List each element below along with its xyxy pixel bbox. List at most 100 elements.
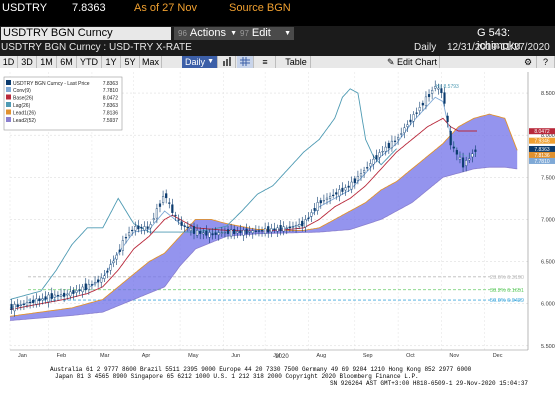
price-label-value: 7.9346 (534, 139, 550, 145)
chart-legend: USDTRY BGN Curncy - Last Price 7.8363 Co… (3, 76, 123, 131)
legend-entry-value: 7.7810 (103, 88, 119, 94)
price-candle-body (78, 289, 81, 291)
price-candle-body (230, 229, 233, 237)
price-label-tag (529, 145, 555, 152)
y-tick-label: 6.000 (541, 302, 555, 308)
x-tick-label: Jan (18, 353, 27, 359)
table-button[interactable]: Table (282, 56, 311, 68)
x-tick-label: Dec (493, 353, 503, 359)
bar-chart-icon[interactable] (219, 56, 236, 68)
edit-menu-button[interactable]: 97 Edit ▼ (236, 27, 294, 40)
x-axis-year: 2020 (275, 354, 289, 360)
y-tick-label: 7.500 (541, 175, 555, 181)
axis-layer: 5.500 6.000 6.500 7.000 7.500 8.000 8.500 Jan Fe… (10, 72, 555, 359)
price-candle-body (16, 304, 19, 307)
price-candle-body (301, 220, 304, 227)
price-candle-body (421, 102, 424, 106)
price-candle-body (437, 87, 440, 90)
footer-line-3: SN 926264 AST GMT+3:00 H818-6509-1 29-No… (330, 380, 529, 387)
legend-title: USDTRY BGN Curncy - Last Price (13, 81, 90, 87)
grid-toggle-icon[interactable] (237, 56, 254, 68)
legend-swatch-price (6, 80, 11, 85)
price-candle-body (288, 226, 291, 229)
price-candle-body (273, 228, 276, 231)
price-candle-body (56, 294, 60, 297)
range-button-6m[interactable]: 6M (57, 56, 77, 68)
price-candle-body (443, 92, 446, 104)
price-candle-body (412, 114, 415, 122)
price-candle-body (19, 304, 22, 307)
price-candle-body (202, 232, 205, 235)
price-candle-body (458, 156, 462, 160)
price-candle-body (455, 149, 458, 155)
price-candle-body (294, 225, 298, 228)
price-candle-body (282, 226, 285, 232)
price-candle-body (44, 296, 47, 300)
legend-entry-value: 7.8363 (103, 103, 119, 109)
price-candle-body (161, 196, 165, 203)
price-candle-body (452, 146, 455, 149)
more-tools-icon[interactable]: ≡ (255, 56, 276, 68)
price-candle-body (387, 142, 390, 149)
price-candle-body (137, 225, 140, 230)
price-candle-body (81, 286, 84, 293)
price-candle-body (214, 232, 217, 235)
actions-menu-button[interactable]: 96 Actions ▼ (174, 27, 240, 40)
price-candle-body (431, 90, 434, 94)
price-candle-body (446, 115, 449, 122)
price-candle-body (270, 228, 273, 233)
page-label: G 543: ichimoku (477, 27, 521, 52)
price-candle-body (211, 233, 214, 236)
y-tick-label: 8.000 (541, 133, 555, 139)
price-candle-body (248, 231, 251, 233)
range-button-5y[interactable]: 5Y (121, 56, 140, 68)
price-candle-body (90, 284, 94, 286)
range-button-max[interactable]: Max (140, 56, 162, 68)
price-candle-body (72, 289, 75, 294)
range-button-1m[interactable]: 1M (37, 56, 57, 68)
x-tick-label: Feb (57, 353, 66, 359)
legend-entry-name: Conv(9) (13, 88, 31, 94)
dropdown-arrow-icon: ▼ (230, 30, 237, 37)
footer: Australia 61 2 9777 8600 Brazil 5511 239… (0, 364, 555, 400)
price-candle-body (353, 178, 356, 184)
price-candle-body (471, 153, 474, 158)
range-button-1y[interactable]: 1Y (102, 56, 121, 68)
security-name-field[interactable]: USDTRY BGN Curncy (1, 27, 171, 40)
price-candle-body (66, 293, 69, 296)
price-candle-body (140, 226, 143, 229)
price-candle-body (112, 260, 115, 263)
price-candle-body (127, 232, 131, 236)
period-select[interactable]: Daily ▼ (182, 56, 218, 68)
price-candle-body (87, 283, 90, 291)
settings-icon[interactable]: ⚙ (520, 56, 537, 68)
price-candle-body (418, 107, 421, 111)
price-candle-body (276, 227, 279, 232)
price-candle-body (106, 270, 109, 273)
date-range[interactable]: 12/31/2019-11/27/2020 (447, 42, 550, 53)
price-candle-body (199, 231, 202, 234)
price-candle-body (131, 229, 134, 232)
range-button-1d[interactable]: 1D (0, 56, 18, 68)
legend-frame (3, 76, 123, 131)
price-candle-body (53, 294, 56, 298)
price-candle-body (400, 133, 403, 135)
legend-swatch (6, 117, 11, 122)
top-header: USDTRY 7.8363 As of 27 Nov Source BGN (0, 0, 555, 17)
price-candle-body (251, 230, 254, 234)
help-icon[interactable]: ? (537, 56, 555, 68)
price-candle-body (115, 254, 118, 260)
price-candle-body (465, 160, 468, 166)
range-button-ytd[interactable]: YTD (77, 56, 102, 68)
price-candle-body (254, 230, 257, 232)
price-candle-body (152, 218, 155, 220)
range-button-3d[interactable]: 3D (18, 56, 37, 68)
legend-swatch (6, 94, 11, 100)
price-candle-body (220, 232, 223, 234)
footer-line-1: Australia 61 2 9777 8600 Brazil 5511 239… (50, 366, 472, 373)
price-candle-body (319, 200, 322, 204)
price-candle-body (468, 158, 471, 161)
price-candle-body (310, 212, 313, 217)
edit-chart-button[interactable]: ✎ Edit Chart (385, 56, 440, 68)
price-candle-body (415, 112, 418, 114)
